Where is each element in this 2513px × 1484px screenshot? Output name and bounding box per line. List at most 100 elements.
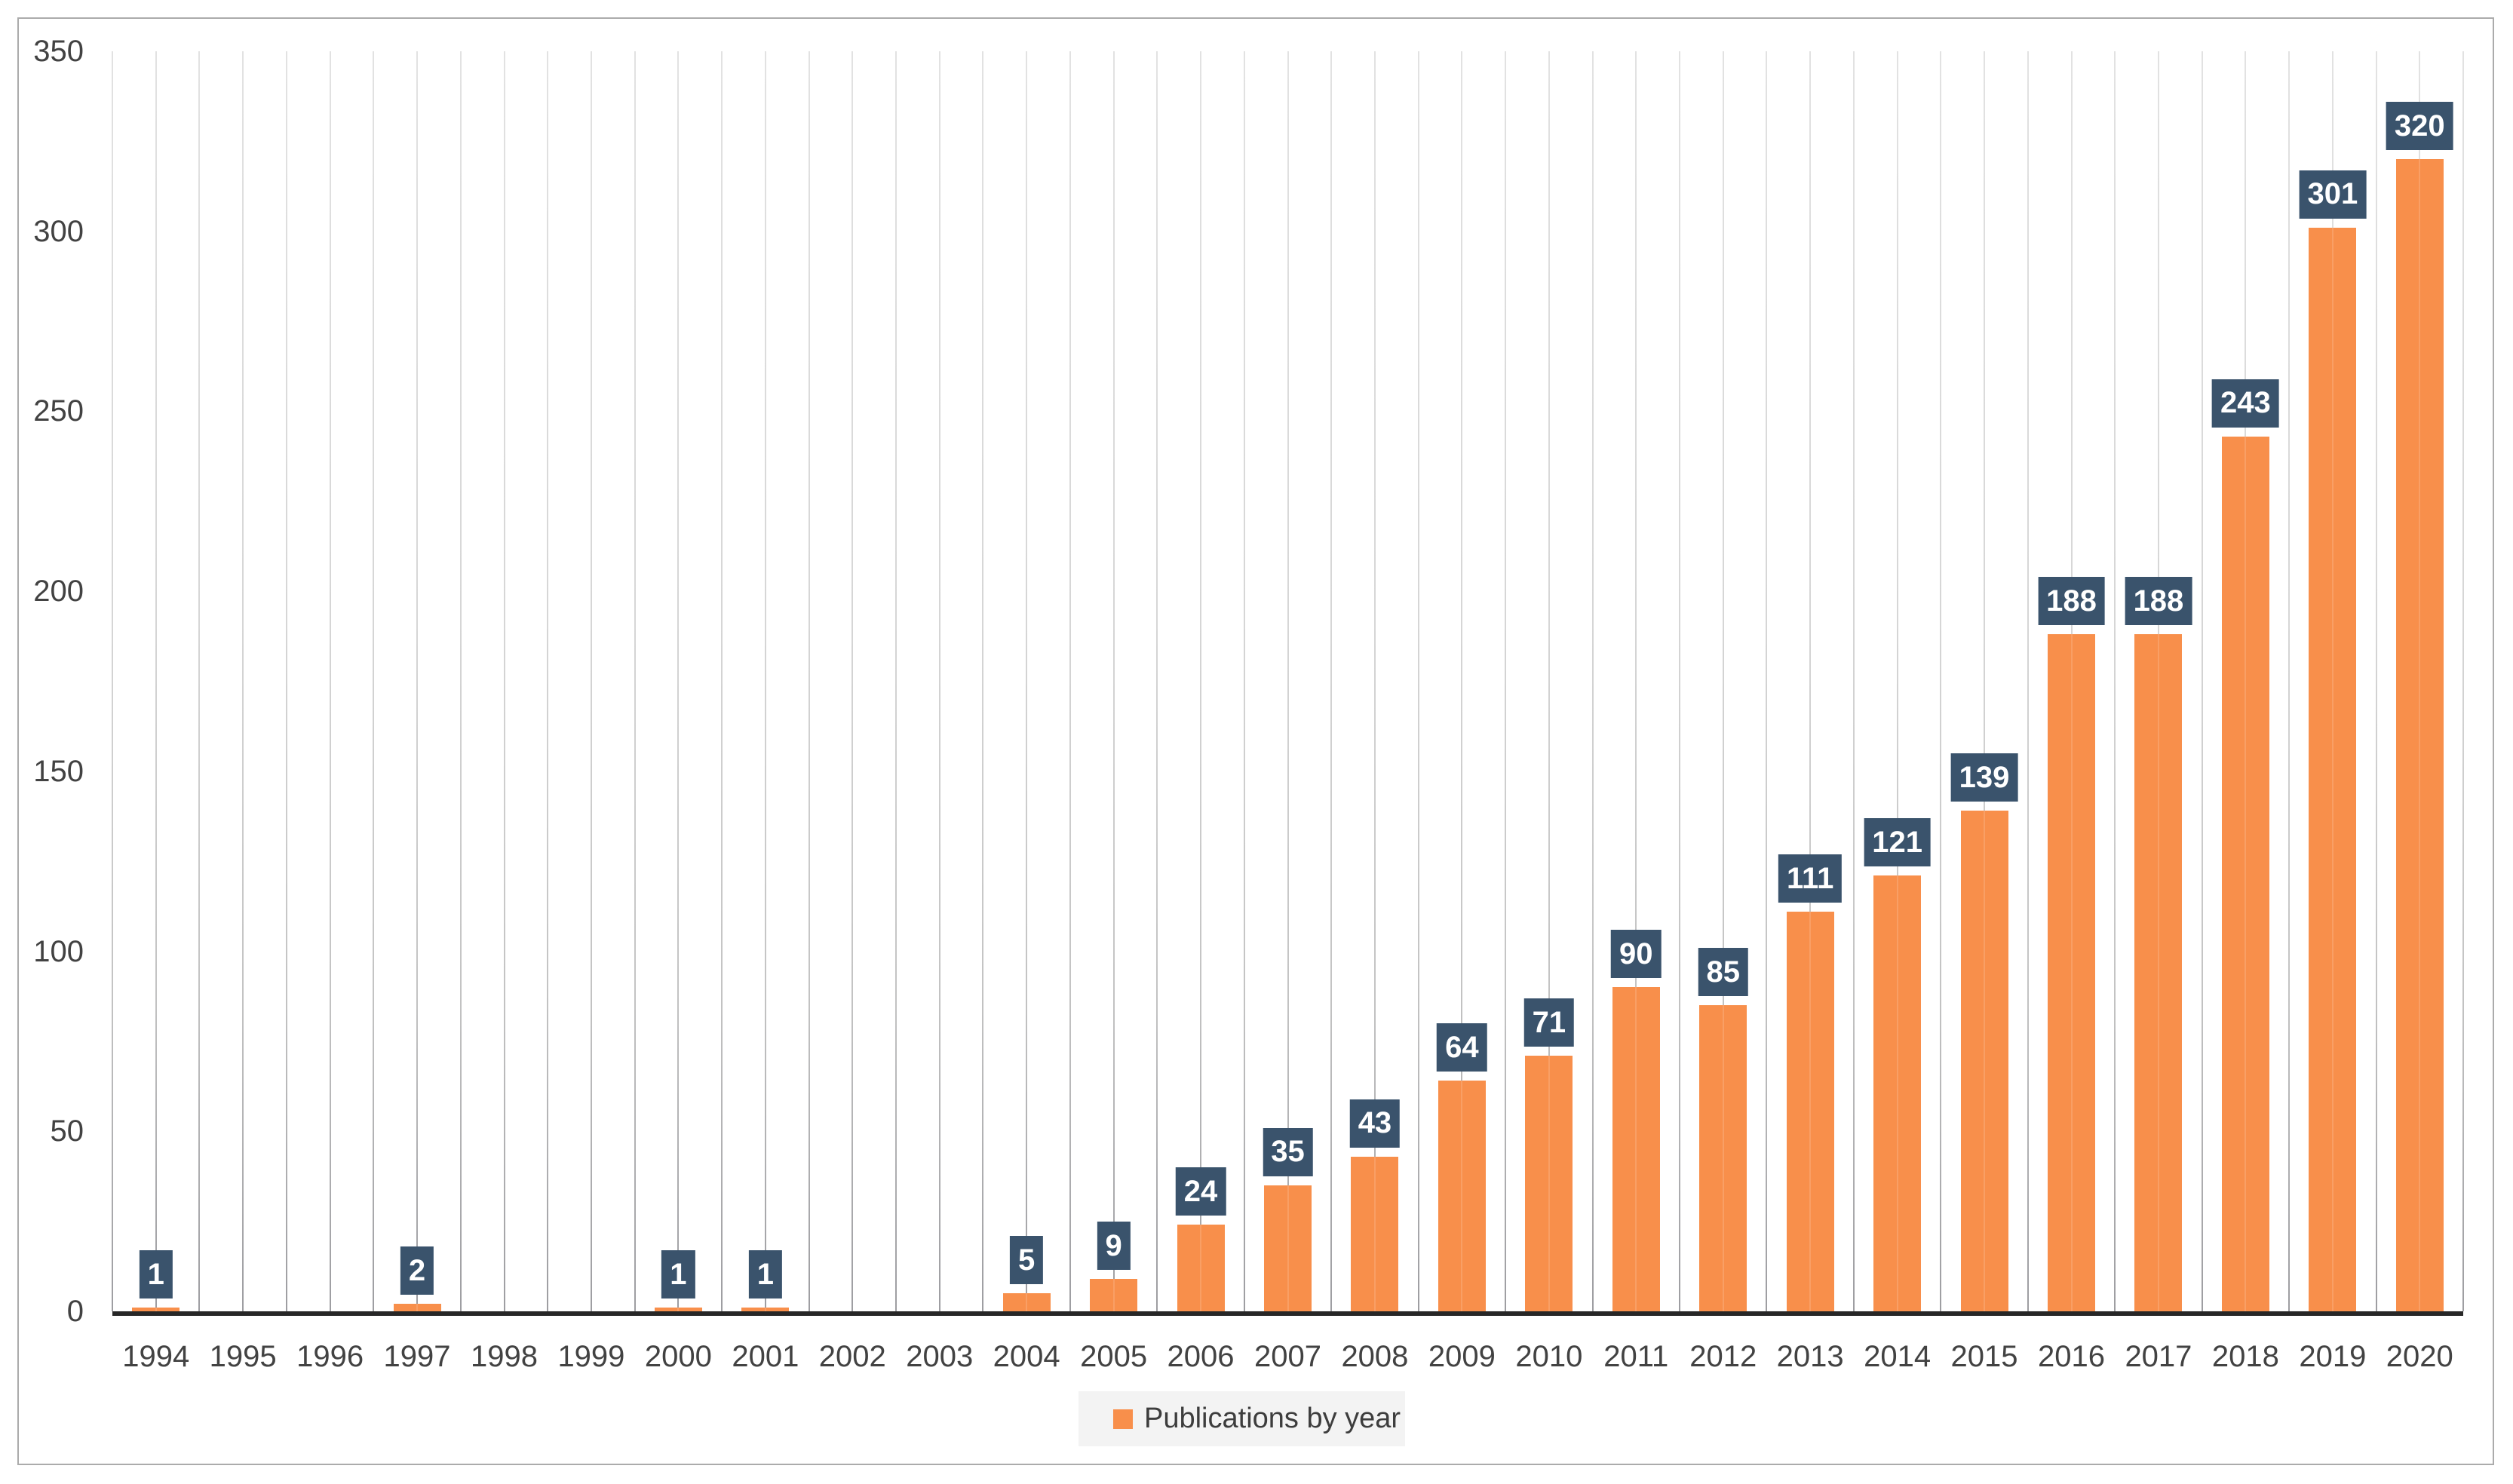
gridline [1591,51,1594,1311]
gridline [895,51,897,1311]
y-tick-250: 250 [33,394,84,428]
x-tick-2019: 2019 [2299,1340,2367,1373]
bar-2004 [1002,1293,1051,1311]
x-tick-2013: 2013 [1776,1340,1844,1373]
x-tick-2009: 2009 [1428,1340,1496,1373]
gridline [1156,51,1158,1311]
gridline [982,51,984,1311]
data-label-2012: 85 [1698,948,1748,997]
data-label-2011: 90 [1611,930,1662,979]
x-tick-1997: 1997 [383,1340,451,1373]
data-label-2009: 64 [1437,1023,1487,1072]
x-tick-2007: 2007 [1254,1340,1321,1373]
gridline [1766,51,1768,1311]
gridline [2201,51,2203,1311]
gridline [285,51,287,1311]
bar-1997 [393,1304,441,1311]
x-axis-line [112,1311,2463,1316]
x-tick-2010: 2010 [1515,1340,1583,1373]
x-tick-2015: 2015 [1950,1340,2018,1373]
gridline [503,51,505,1311]
gridline [1896,51,1898,1311]
gridline [2027,51,2029,1311]
data-label-2004: 5 [1010,1236,1044,1285]
gridline [2375,51,2377,1311]
gridline [242,51,244,1311]
gridline [1940,51,1942,1311]
legend: Publications by year [1079,1391,1405,1446]
y-tick-200: 200 [33,575,84,609]
data-label-2016: 188 [2038,577,2105,626]
bar-2012 [1699,1005,1747,1311]
x-tick-2000: 2000 [644,1340,712,1373]
bar-2001 [741,1308,790,1311]
gridline [547,51,549,1311]
data-label-2013: 111 [1778,854,1843,903]
x-tick-2006: 2006 [1167,1340,1235,1373]
gridline [1505,51,1507,1311]
x-tick-1994: 1994 [122,1340,190,1373]
bar-2013 [1786,912,1834,1311]
x-tick-2001: 2001 [732,1340,799,1373]
gridline [1026,51,1028,1311]
bar-2007 [1264,1185,1312,1312]
gridline [1417,51,1419,1311]
bar-2017 [2134,634,2183,1311]
gridline [373,51,375,1311]
x-tick-2018: 2018 [2211,1340,2279,1373]
gridline [416,51,419,1311]
bar-2016 [2048,634,2095,1311]
data-label-2014: 121 [1864,818,1931,867]
x-tick-2005: 2005 [1080,1340,1148,1373]
gridline [2114,51,2116,1311]
data-label-2008: 43 [1349,1099,1401,1148]
x-tick-2016: 2016 [2038,1340,2105,1373]
gridline [721,51,723,1311]
gridline [1287,51,1289,1311]
data-label-2000: 1 [661,1250,695,1299]
y-tick-0: 0 [66,1295,84,1328]
bar-2014 [1873,875,1922,1311]
gridline [1461,51,1463,1311]
data-label-2018: 243 [2212,379,2279,428]
gridline [1635,51,1637,1311]
gridline [677,51,680,1311]
x-tick-2003: 2003 [906,1340,974,1373]
bar-1994 [132,1308,180,1311]
plot-area: 1 2 1 1 5 9 24 35 43 64 71 90 85 111 121 139 188 188 243 30… [112,51,2464,1316]
data-label-2010: 71 [1523,998,1575,1047]
gridline [2288,51,2291,1311]
x-tick-2008: 2008 [1341,1340,1409,1373]
gridline [1722,51,1724,1311]
bar-2011 [1612,987,1660,1311]
data-label-2005: 9 [1097,1222,1131,1271]
gridline [112,51,113,1311]
data-label-1994: 1 [139,1250,173,1299]
bar-2009 [1438,1081,1486,1311]
y-tick-350: 350 [33,35,84,68]
x-tick-2020: 2020 [2386,1340,2453,1373]
gridline [590,51,592,1311]
y-tick-300: 300 [33,214,84,248]
bar-2018 [2221,436,2269,1312]
bar-2020 [2395,159,2444,1311]
data-label-2006: 24 [1175,1167,1226,1216]
y-tick-100: 100 [33,934,84,968]
gridline [634,51,636,1311]
data-label-2020: 320 [2386,102,2453,151]
x-tick-2002: 2002 [818,1340,886,1373]
gridline [2462,51,2464,1311]
bar-2010 [1525,1056,1573,1311]
bar-2005 [1090,1279,1138,1311]
gridline [1243,51,1245,1311]
data-label-2019: 301 [2299,170,2367,219]
gridline [1852,51,1855,1311]
y-tick-50: 50 [50,1115,84,1148]
bar-2000 [654,1308,702,1311]
bar-2019 [2309,227,2357,1312]
x-tick-1996: 1996 [296,1340,364,1373]
gridline [851,51,854,1311]
legend-swatch-icon [1113,1409,1133,1429]
data-label-2007: 35 [1263,1127,1313,1176]
data-label-2001: 1 [748,1250,782,1299]
